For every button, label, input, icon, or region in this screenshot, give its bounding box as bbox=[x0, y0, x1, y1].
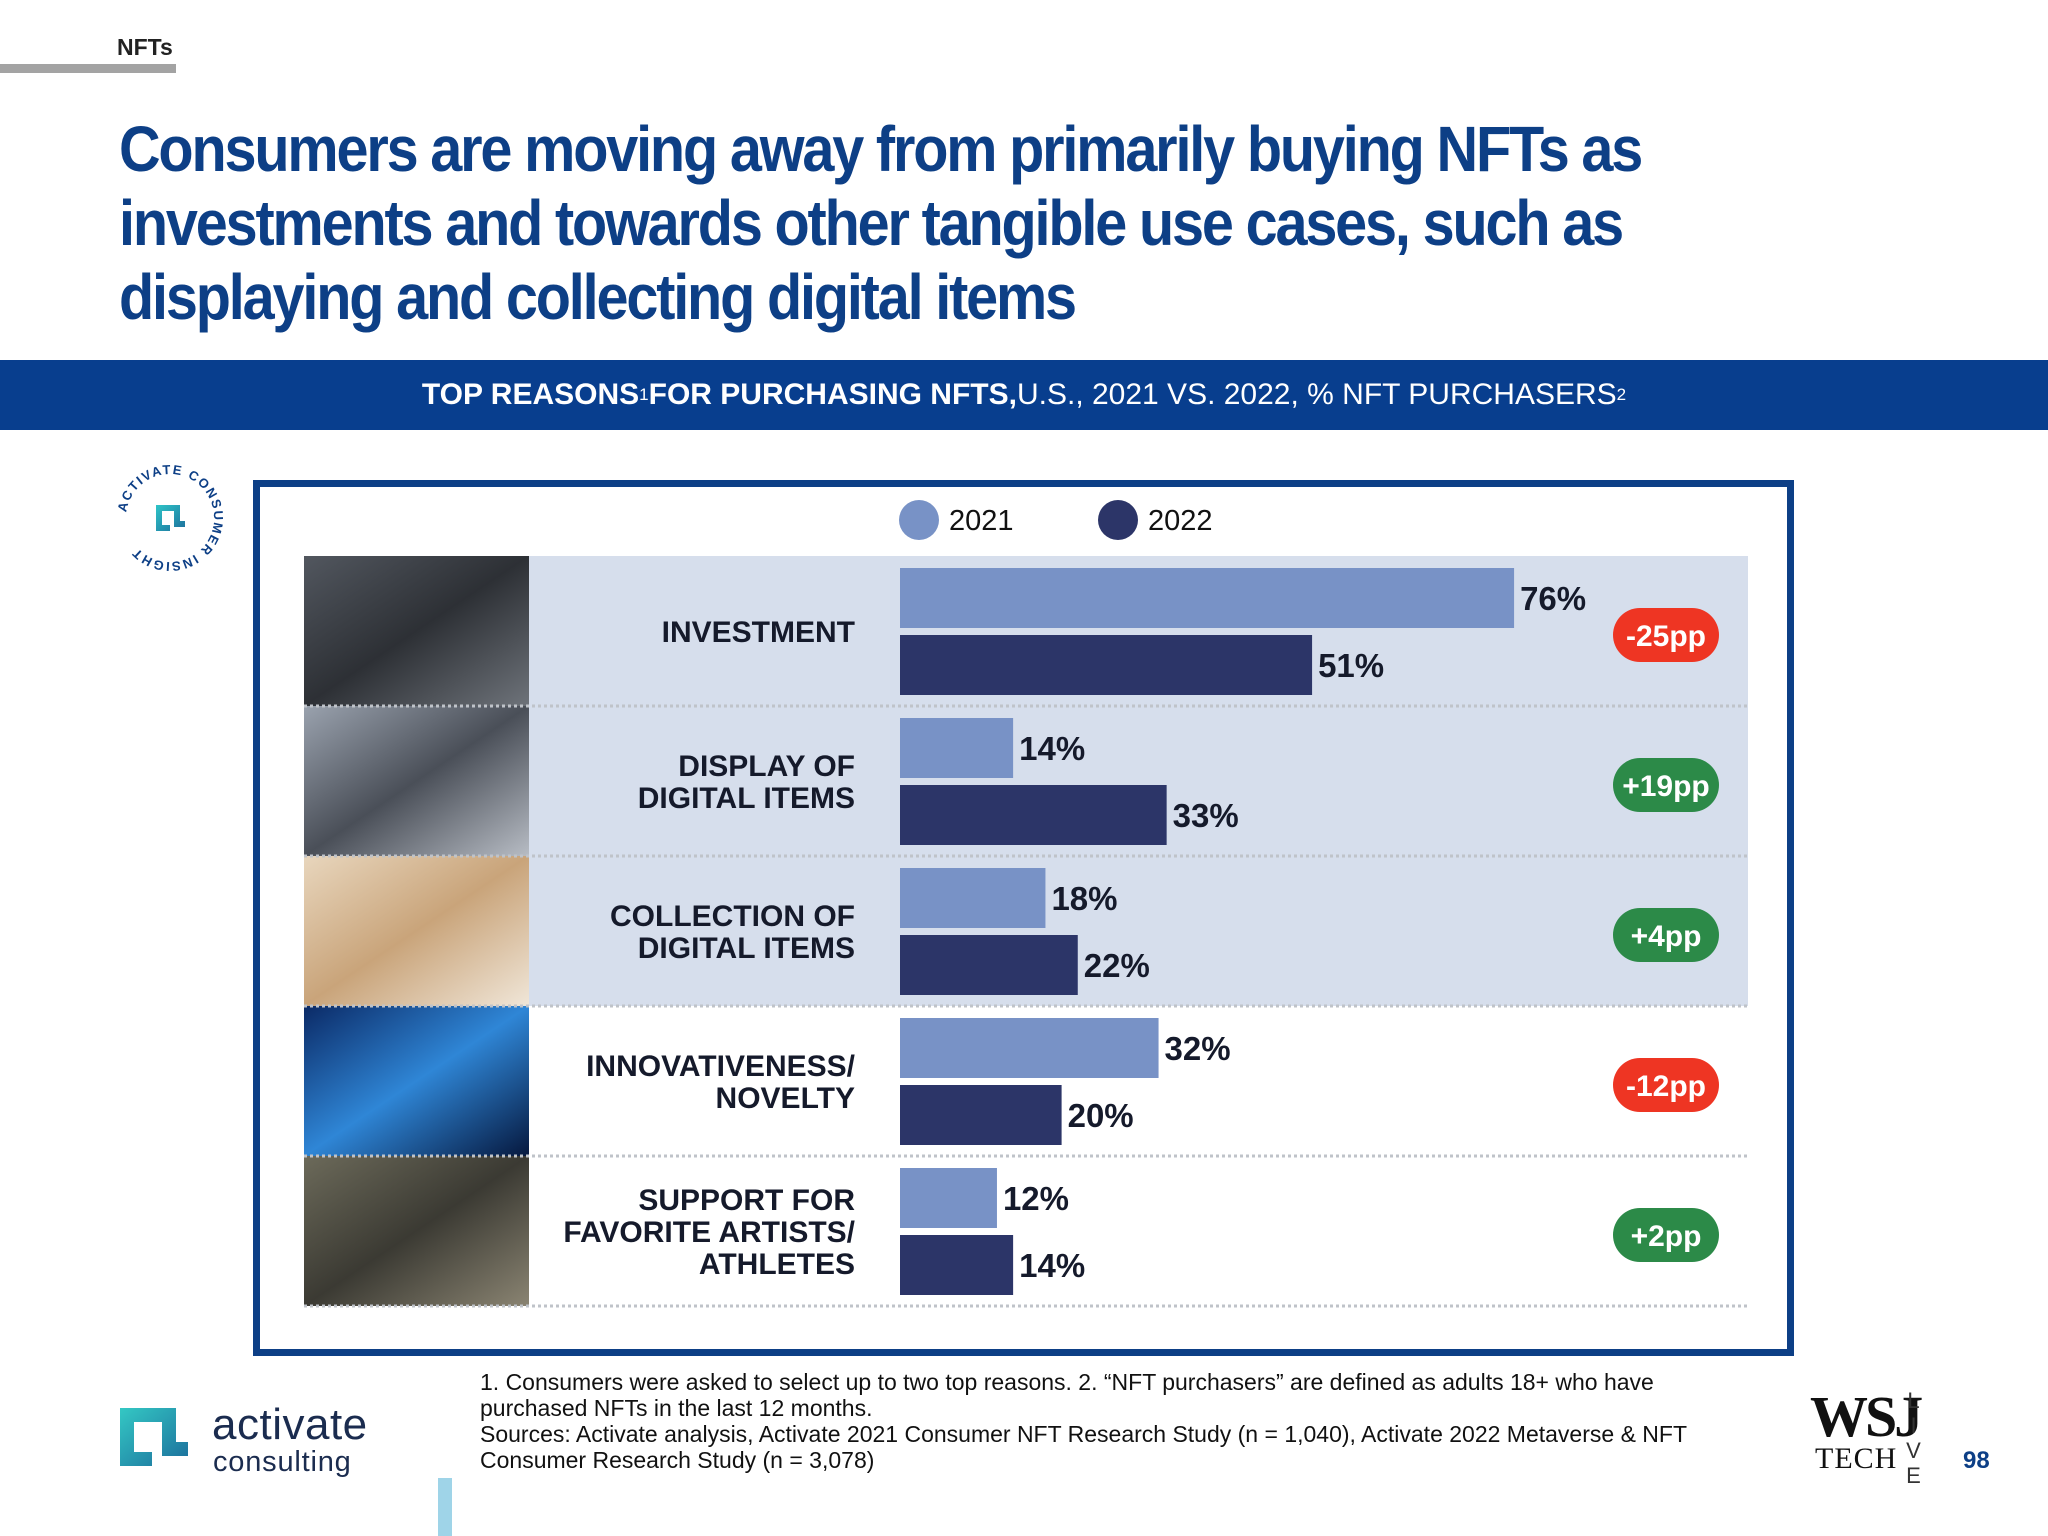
category-label-line: COLLECTION OF bbox=[610, 900, 855, 933]
banner-bold-text-2: FOR PURCHASING NFTS, bbox=[648, 378, 1017, 411]
footnote-sources: Sources: Activate analysis, Activate 202… bbox=[480, 1421, 1687, 1473]
accent-bar bbox=[438, 1478, 452, 1536]
footnote-definitions: 1. Consumers were asked to select up to … bbox=[480, 1369, 1654, 1421]
category-photo bbox=[304, 556, 529, 706]
category-label-line: INNOVATIVENESS/ bbox=[586, 1050, 856, 1083]
category-label: INVESTMENT bbox=[662, 616, 855, 649]
bar-2021 bbox=[900, 718, 1014, 778]
wsj-live-letter: E bbox=[1906, 1463, 1924, 1488]
legend-label: 2021 bbox=[949, 505, 1014, 537]
change-label: -12pp bbox=[1626, 1070, 1706, 1103]
activate-mark-icon bbox=[120, 1408, 188, 1466]
category-label: SUPPORT FOR FAVORITE ARTISTS/ATHLETES bbox=[563, 1184, 855, 1281]
legend-label: 2022 bbox=[1148, 505, 1213, 537]
category-photo bbox=[304, 856, 529, 1006]
category-label-line: SUPPORT FOR bbox=[638, 1184, 855, 1217]
category-label: DISPLAY OF DIGITAL ITEMS bbox=[638, 750, 855, 815]
bar-2021 bbox=[900, 1018, 1159, 1078]
data-label: 32% bbox=[1165, 1030, 1231, 1067]
change-pill bbox=[1613, 908, 1719, 962]
category-label: INNOVATIVENESS/NOVELTY bbox=[586, 1050, 856, 1115]
data-label: 76% bbox=[1520, 580, 1586, 617]
legend-swatch bbox=[899, 500, 939, 540]
data-label: 12% bbox=[1003, 1180, 1069, 1217]
category-label-line: FAVORITE ARTISTS/ bbox=[563, 1216, 855, 1249]
wsj-live-letter: V bbox=[1906, 1438, 1924, 1463]
change-pill bbox=[1613, 608, 1719, 662]
bar-2021 bbox=[900, 868, 1046, 928]
change-pill bbox=[1613, 1208, 1719, 1262]
bar-2021 bbox=[900, 1168, 997, 1228]
page-title: Consumers are moving away from primarily… bbox=[119, 113, 1643, 333]
data-label: 14% bbox=[1019, 730, 1085, 767]
change-label: +19pp bbox=[1622, 770, 1710, 803]
activate-logo-icon bbox=[156, 505, 185, 531]
bar-2022 bbox=[900, 635, 1313, 695]
wsj-logo: WSJ bbox=[1810, 1384, 1923, 1449]
chart-title-banner: TOP REASONS 1 FOR PURCHASING NFTS, U.S., 2… bbox=[0, 360, 2048, 430]
bar-2022 bbox=[900, 785, 1167, 845]
wsj-live-letter: I bbox=[1910, 1413, 1920, 1438]
footnote: 1. Consumers were asked to select up to … bbox=[480, 1369, 1740, 1473]
data-label: 51% bbox=[1318, 647, 1384, 684]
category-label-line: NOVELTY bbox=[716, 1082, 855, 1115]
banner-footnote-2: 2 bbox=[1616, 385, 1627, 404]
category-label-line: ATHLETES bbox=[699, 1248, 855, 1281]
category-photo bbox=[304, 1156, 529, 1306]
category-photo bbox=[304, 1006, 529, 1156]
data-label: 33% bbox=[1173, 797, 1239, 834]
activate-consulting-logo bbox=[120, 1408, 188, 1466]
bar-2022 bbox=[900, 935, 1078, 995]
bar-2022 bbox=[900, 1085, 1062, 1145]
data-label: 22% bbox=[1084, 947, 1150, 984]
data-label: 14% bbox=[1019, 1247, 1085, 1284]
category-label-line: INVESTMENT bbox=[662, 616, 855, 649]
page-number: 98 bbox=[1963, 1447, 1990, 1474]
bar-2021 bbox=[900, 568, 1515, 628]
chart-frame bbox=[253, 480, 1794, 1356]
wsj-live-letter: L bbox=[1907, 1388, 1923, 1413]
change-pill bbox=[1613, 758, 1719, 812]
section-divider bbox=[0, 64, 176, 73]
highlight-band bbox=[304, 556, 1748, 1006]
banner-bold-text: TOP REASONS bbox=[421, 378, 640, 411]
banner-subtitle: U.S., 2021 VS. 2022, % NFT PURCHASERS bbox=[1016, 378, 1617, 411]
data-label: 20% bbox=[1068, 1097, 1134, 1134]
legend-swatch bbox=[1098, 500, 1138, 540]
change-label: +2pp bbox=[1631, 1220, 1702, 1253]
logo-subwordmark: consulting bbox=[213, 1446, 352, 1478]
data-label: 18% bbox=[1051, 880, 1117, 917]
category-label-line: DISPLAY OF bbox=[678, 750, 855, 783]
category-label: COLLECTION OF DIGITAL ITEMS bbox=[610, 900, 855, 965]
bar-2022 bbox=[900, 1235, 1014, 1295]
change-label: -25pp bbox=[1626, 620, 1706, 653]
logo-wordmark: activate bbox=[212, 1400, 368, 1449]
change-pill bbox=[1613, 1058, 1719, 1112]
banner-footnote-1: 1 bbox=[639, 385, 649, 404]
section-label: NFTs bbox=[117, 34, 173, 60]
category-label-line: DIGITAL ITEMS bbox=[638, 782, 855, 815]
category-label-line: DIGITAL ITEMS bbox=[638, 932, 855, 965]
wsj-tech-label: TECH bbox=[1815, 1442, 1898, 1475]
consumer-insight-badge: ACTIVATE CONSUMER INSIGHT bbox=[115, 463, 225, 573]
category-photo bbox=[304, 706, 529, 856]
change-label: +4pp bbox=[1631, 920, 1702, 953]
